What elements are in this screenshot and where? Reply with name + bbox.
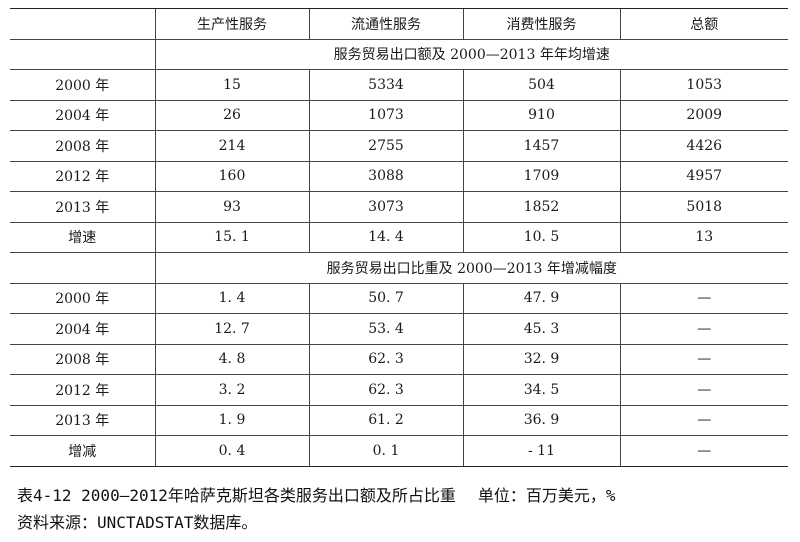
table-cell: 14. 4 (308, 222, 463, 253)
table-row: 2004 年 12. 7 53. 4 45. 3— (10, 313, 788, 345)
table-cell: — (619, 344, 788, 375)
table-cell: 61. 2 (308, 405, 463, 436)
row-label: 2008 年 (10, 344, 155, 375)
row-label: 增速 (10, 222, 155, 253)
table-cell: — (619, 435, 788, 467)
header-row: 生产性服务 流通性服务 消费性服务 总额 (10, 8, 788, 40)
table-cell: 1073 (308, 100, 463, 131)
table-cell: — (619, 374, 788, 406)
row-label: 2000 年 (10, 283, 155, 314)
table-row: 2013 年 1. 9 61. 2 36. 9— (10, 405, 788, 436)
table-cell: 15 (154, 69, 309, 101)
row-label: 2004 年 (10, 100, 155, 131)
section-title: 服务贸易出口比重及 2000—2013 年增减幅度 (154, 252, 788, 284)
caption-source: 资料来源：UNCTADSTAT数据库。 (17, 513, 258, 532)
table-cell: — (619, 313, 788, 345)
table-row: 2000 年 1. 4 50. 7 47. 9— (10, 283, 788, 314)
table-cell: 1. 4 (154, 283, 309, 314)
table-cell: 3088 (308, 161, 463, 192)
table-cell: 1852 (462, 191, 620, 223)
table-cell: 13 (619, 222, 788, 253)
table-cell: 1053 (619, 69, 788, 101)
table-cell: 2755 (308, 130, 463, 162)
table-row: 2013 年 93 3073 1852 5018 (10, 191, 788, 223)
table-cell: 504 (462, 69, 620, 101)
table-cell: 910 (462, 100, 620, 131)
table-caption: 表4-12 2000—2012年哈萨克斯坦各类服务出口额及所占比重 单位：百万美元… (17, 482, 787, 536)
row-label: 2013 年 (10, 191, 155, 223)
table-cell: 0. 1 (308, 435, 463, 467)
table-cell: 2009 (619, 100, 788, 131)
table-cell: 32. 9 (462, 344, 620, 375)
table-cell: 12. 7 (154, 313, 309, 345)
row-label: 2012 年 (10, 161, 155, 192)
row-label: 2012 年 (10, 374, 155, 406)
row-label: 2000 年 (10, 69, 155, 101)
row-label: 2013 年 (10, 405, 155, 436)
table-cell: 1. 9 (154, 405, 309, 436)
row-label: 2004 年 (10, 313, 155, 345)
caption-title: 表4-12 2000—2012年哈萨克斯坦各类服务出口额及所占比重 (17, 486, 456, 505)
section-header-row: 服务贸易出口额及 2000—2013 年年均增速 (10, 39, 788, 70)
header-cell-producer-services: 生产性服务 (154, 8, 309, 40)
table-cell: — (619, 283, 788, 314)
table-row: 增速 15. 1 14. 4 10. 5 13 (10, 222, 788, 253)
table-cell: 4426 (619, 130, 788, 162)
table-cell: 26 (154, 100, 309, 131)
header-cell-consumer-services: 消费性服务 (462, 8, 620, 40)
table-cell: 47. 9 (462, 283, 620, 314)
table-cell: — (619, 405, 788, 436)
table-row: 2012 年 3. 2 62. 3 34. 5— (10, 374, 788, 406)
table-row: 2000 年 15 5334 504 1053 (10, 69, 788, 101)
caption-unit: 单位：百万美元，% (477, 486, 616, 505)
table-row: 2008 年 214 2755 1457 4426 (10, 130, 788, 162)
section-blank-cell (10, 252, 155, 284)
header-cell-corner (10, 8, 155, 40)
table-cell: 1709 (462, 161, 620, 192)
table-row: 2012 年 160 3088 1709 4957 (10, 161, 788, 192)
table-cell: 3. 2 (154, 374, 309, 406)
table-cell: 34. 5 (462, 374, 620, 406)
table-row: 2008 年 4. 8 62. 3 32. 9— (10, 344, 788, 375)
table-cell: 45. 3 (462, 313, 620, 345)
section-title: 服务贸易出口额及 2000—2013 年年均增速 (154, 39, 788, 70)
caption-line: 表4-12 2000—2012年哈萨克斯坦各类服务出口额及所占比重 单位：百万美元… (17, 482, 787, 509)
table-cell: 5018 (619, 191, 788, 223)
table-row: 增减 0. 4 0. 1- 11— (10, 435, 788, 467)
table-cell: 62. 3 (308, 374, 463, 406)
data-table: 生产性服务 流通性服务 消费性服务 总额 服务贸易出口额及 2000—2013 … (10, 8, 788, 467)
table-cell: 0. 4 (154, 435, 309, 467)
table-cell: 10. 5 (462, 222, 620, 253)
table-row: 2004 年 26 1073 910 2009 (10, 100, 788, 131)
header-cell-total: 总额 (619, 8, 788, 40)
table-cell: 15. 1 (154, 222, 309, 253)
table-cell: 5334 (308, 69, 463, 101)
table-cell: 160 (154, 161, 309, 192)
table-cell: - 11 (462, 435, 620, 467)
header-cell-distribution-services: 流通性服务 (308, 8, 463, 40)
table-cell: 50. 7 (308, 283, 463, 314)
table-cell: 93 (154, 191, 309, 223)
table-cell: 62. 3 (308, 344, 463, 375)
table-cell: 36. 9 (462, 405, 620, 436)
table-cell: 214 (154, 130, 309, 162)
row-label: 2008 年 (10, 130, 155, 162)
table-cell: 4. 8 (154, 344, 309, 375)
section-header-row: 服务贸易出口比重及 2000—2013 年增减幅度 (10, 252, 788, 284)
row-label: 增减 (10, 435, 155, 467)
table-cell: 3073 (308, 191, 463, 223)
table-cell: 4957 (619, 161, 788, 192)
section-blank-cell (10, 39, 155, 70)
table-cell: 1457 (462, 130, 620, 162)
table-cell: 53. 4 (308, 313, 463, 345)
